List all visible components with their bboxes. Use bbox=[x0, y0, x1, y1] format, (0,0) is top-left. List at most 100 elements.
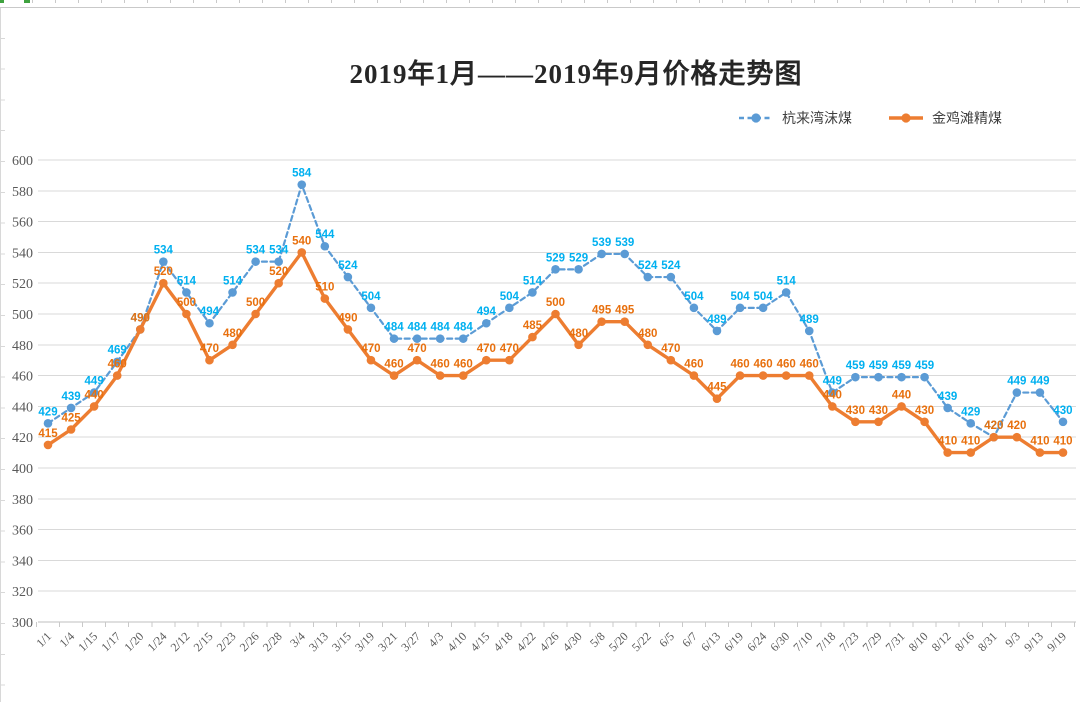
legend-item-hanglaiwan[interactable]: 杭来湾沫煤 bbox=[738, 108, 852, 128]
svg-text:430: 430 bbox=[1053, 405, 1072, 417]
svg-text:514: 514 bbox=[523, 275, 543, 287]
svg-text:514: 514 bbox=[777, 275, 797, 287]
svg-text:470: 470 bbox=[200, 343, 219, 355]
legend-item-jinjitan[interactable]: 金鸡滩精煤 bbox=[888, 108, 1002, 128]
series-line-0 bbox=[43, 180, 1068, 442]
svg-text:494: 494 bbox=[477, 306, 497, 318]
svg-text:360: 360 bbox=[12, 524, 33, 539]
svg-text:529: 529 bbox=[569, 252, 588, 264]
green-cell-mark bbox=[0, 0, 4, 3]
svg-text:449: 449 bbox=[1007, 376, 1026, 388]
svg-text:440: 440 bbox=[12, 400, 33, 415]
svg-text:534: 534 bbox=[269, 245, 289, 257]
svg-text:584: 584 bbox=[292, 168, 312, 180]
dashed-line-marker-icon bbox=[739, 113, 773, 123]
svg-text:459: 459 bbox=[915, 360, 934, 372]
svg-text:449: 449 bbox=[823, 376, 842, 388]
svg-text:520: 520 bbox=[154, 266, 173, 278]
svg-text:320: 320 bbox=[12, 585, 33, 600]
svg-text:460: 460 bbox=[12, 370, 33, 385]
svg-text:480: 480 bbox=[12, 339, 33, 354]
column-border-ticks bbox=[10, 0, 1080, 3]
chart-title: 2019年1月——2019年9月价格走势图 bbox=[349, 59, 803, 89]
svg-text:410: 410 bbox=[961, 436, 980, 448]
solid-line-marker-icon bbox=[889, 113, 923, 123]
svg-text:440: 440 bbox=[892, 389, 911, 401]
svg-text:1/20: 1/20 bbox=[121, 629, 146, 654]
svg-text:4/22: 4/22 bbox=[514, 629, 539, 654]
svg-text:510: 510 bbox=[315, 282, 334, 294]
svg-text:485: 485 bbox=[523, 320, 543, 332]
svg-text:490: 490 bbox=[131, 312, 150, 324]
svg-text:529: 529 bbox=[546, 252, 565, 264]
svg-text:380: 380 bbox=[12, 493, 33, 508]
svg-text:460: 460 bbox=[754, 359, 773, 371]
svg-text:1/4: 1/4 bbox=[56, 629, 77, 650]
svg-text:539: 539 bbox=[592, 237, 611, 249]
svg-text:470: 470 bbox=[361, 343, 380, 355]
svg-text:8/12: 8/12 bbox=[929, 629, 954, 654]
svg-text:3/4: 3/4 bbox=[287, 629, 308, 650]
svg-text:489: 489 bbox=[800, 314, 819, 326]
svg-text:470: 470 bbox=[407, 343, 426, 355]
svg-text:440: 440 bbox=[823, 389, 842, 401]
svg-text:504: 504 bbox=[730, 291, 750, 303]
svg-text:1/24: 1/24 bbox=[144, 629, 169, 654]
svg-text:470: 470 bbox=[661, 343, 680, 355]
svg-text:6/24: 6/24 bbox=[744, 629, 769, 654]
svg-text:560: 560 bbox=[12, 216, 33, 231]
svg-text:480: 480 bbox=[569, 328, 588, 340]
svg-text:460: 460 bbox=[800, 359, 819, 371]
svg-text:500: 500 bbox=[12, 308, 33, 323]
legend-label: 金鸡滩精煤 bbox=[932, 110, 1002, 126]
svg-text:459: 459 bbox=[846, 360, 865, 372]
svg-text:415: 415 bbox=[38, 428, 58, 440]
green-cell-mark bbox=[24, 0, 30, 3]
svg-text:460: 460 bbox=[684, 359, 703, 371]
svg-text:300: 300 bbox=[12, 616, 33, 631]
svg-text:514: 514 bbox=[223, 275, 243, 287]
svg-text:470: 470 bbox=[500, 343, 519, 355]
svg-text:484: 484 bbox=[431, 322, 451, 334]
svg-text:500: 500 bbox=[177, 297, 196, 309]
x-axis-ticks bbox=[35, 622, 1076, 627]
svg-text:2/26: 2/26 bbox=[237, 629, 262, 654]
svg-text:6/30: 6/30 bbox=[767, 629, 792, 654]
svg-text:2/23: 2/23 bbox=[214, 629, 239, 654]
svg-text:2/15: 2/15 bbox=[191, 629, 216, 654]
svg-text:3/27: 3/27 bbox=[398, 629, 423, 654]
svg-text:484: 484 bbox=[407, 322, 427, 334]
spreadsheet-left-edge bbox=[0, 8, 5, 702]
svg-text:6/19: 6/19 bbox=[721, 629, 746, 654]
svg-text:9/13: 9/13 bbox=[1021, 629, 1046, 654]
svg-text:3/13: 3/13 bbox=[306, 629, 331, 654]
svg-text:534: 534 bbox=[154, 245, 174, 257]
svg-text:410: 410 bbox=[1030, 436, 1049, 448]
svg-text:470: 470 bbox=[477, 343, 496, 355]
svg-text:420: 420 bbox=[12, 431, 33, 446]
svg-text:5/22: 5/22 bbox=[629, 629, 654, 654]
svg-text:484: 484 bbox=[454, 322, 474, 334]
svg-text:540: 540 bbox=[292, 235, 311, 247]
svg-text:429: 429 bbox=[961, 406, 980, 418]
svg-text:8/16: 8/16 bbox=[952, 629, 977, 654]
y-gridlines bbox=[38, 159, 1076, 623]
svg-text:495: 495 bbox=[615, 305, 635, 317]
series-line-1 bbox=[43, 248, 1068, 457]
svg-text:2/12: 2/12 bbox=[168, 629, 193, 654]
svg-text:490: 490 bbox=[338, 312, 357, 324]
svg-text:2/28: 2/28 bbox=[260, 629, 285, 654]
svg-text:9/3: 9/3 bbox=[1002, 629, 1023, 650]
svg-text:520: 520 bbox=[12, 277, 33, 292]
svg-text:524: 524 bbox=[661, 260, 681, 272]
svg-text:430: 430 bbox=[915, 405, 934, 417]
svg-text:7/31: 7/31 bbox=[883, 629, 908, 654]
svg-text:580: 580 bbox=[12, 185, 33, 200]
svg-text:460: 460 bbox=[730, 359, 749, 371]
svg-text:430: 430 bbox=[846, 405, 865, 417]
svg-text:504: 504 bbox=[361, 291, 381, 303]
svg-text:520: 520 bbox=[269, 266, 288, 278]
